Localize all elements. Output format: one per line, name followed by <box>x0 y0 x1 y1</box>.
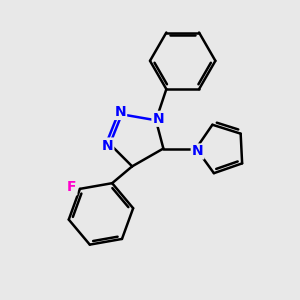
Text: N: N <box>152 112 164 126</box>
Text: N: N <box>192 145 203 158</box>
Text: N: N <box>102 139 113 152</box>
Text: N: N <box>115 105 126 119</box>
Text: F: F <box>67 180 76 194</box>
